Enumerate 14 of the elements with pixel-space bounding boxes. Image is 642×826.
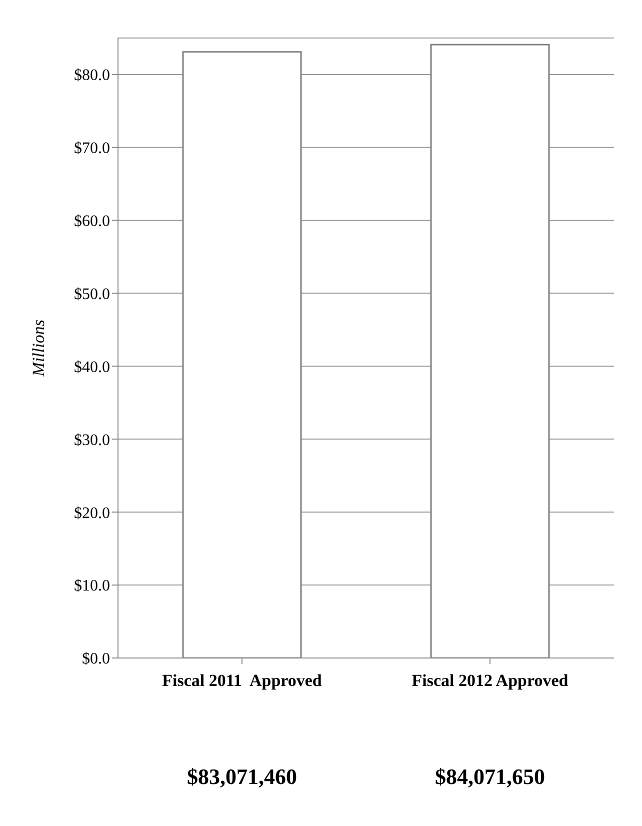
- y-axis-title: Millions: [29, 319, 48, 378]
- y-tick-label: $50.0: [74, 286, 110, 303]
- y-tick-label: $70.0: [74, 140, 110, 158]
- text: $83,071,460: [187, 764, 297, 789]
- y-tick-label: $80.0: [74, 67, 110, 84]
- y-tick-label: $0.0: [82, 650, 110, 668]
- y-tick-label: $60.0: [74, 213, 110, 230]
- y-tick-label: $40.0: [74, 358, 110, 376]
- y-tick-label: $30.0: [74, 432, 110, 449]
- x-tick-label: Fiscal 2012 Approved: [412, 671, 569, 690]
- y-tick-label: $10.0: [74, 578, 110, 595]
- text: $84,071,650: [435, 764, 545, 789]
- y-tick-label: $20.0: [74, 504, 110, 522]
- x-tick-label: Fiscal 2011 Approved: [162, 671, 322, 690]
